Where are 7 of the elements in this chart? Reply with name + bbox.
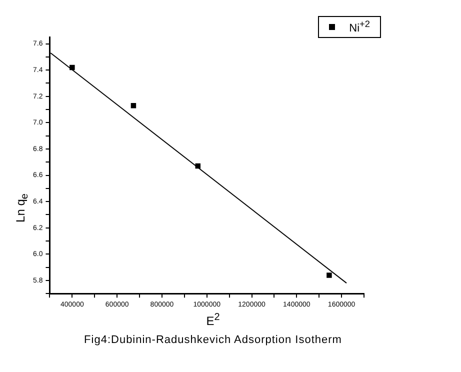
caption: Fig4:Dubinin-Radushkevich Adsorption Isotherm: [83, 334, 343, 346]
point: [195, 163, 201, 169]
point: [70, 64, 75, 70]
point: [130, 102, 136, 108]
x-axis-title: E$^{2}$: [205, 312, 221, 328]
point: [326, 272, 332, 278]
legend-label: Ni$^{+2}$: [349, 19, 370, 35]
